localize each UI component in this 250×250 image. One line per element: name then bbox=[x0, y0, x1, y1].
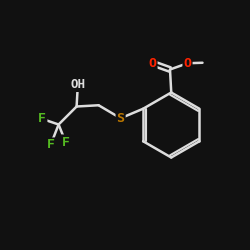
Text: O: O bbox=[184, 57, 192, 70]
Text: OH: OH bbox=[70, 78, 85, 91]
Text: F: F bbox=[38, 112, 46, 126]
Text: S: S bbox=[116, 112, 124, 125]
Text: F: F bbox=[62, 136, 70, 148]
Text: O: O bbox=[148, 57, 156, 70]
Text: F: F bbox=[46, 138, 54, 151]
